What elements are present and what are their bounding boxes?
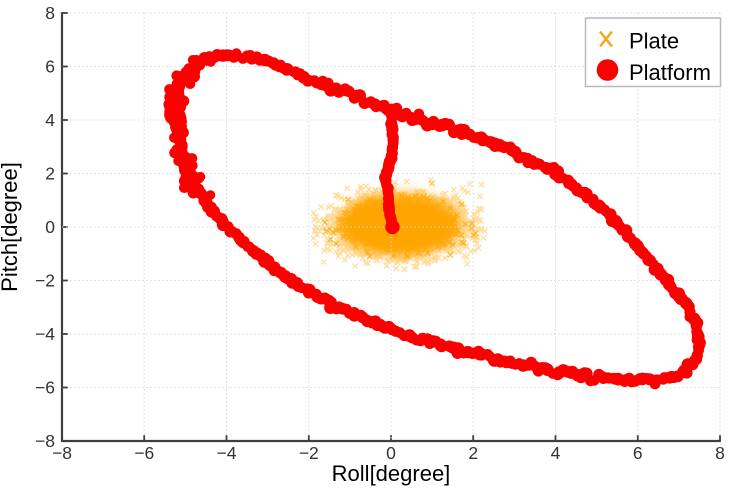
svg-text:−6: −6 [35, 378, 55, 398]
svg-text:2: 2 [468, 443, 478, 463]
svg-text:−4: −4 [217, 443, 237, 463]
svg-text:−8: −8 [35, 431, 55, 451]
svg-text:Roll[degree]: Roll[degree] [332, 461, 451, 486]
svg-text:Pitch[degree]: Pitch[degree] [0, 162, 22, 292]
svg-text:6: 6 [633, 443, 643, 463]
svg-text:−4: −4 [35, 324, 55, 344]
svg-text:Plate: Plate [629, 29, 679, 54]
svg-text:−2: −2 [35, 271, 55, 291]
svg-text:0: 0 [386, 443, 396, 463]
svg-text:6: 6 [45, 57, 55, 77]
svg-text:8: 8 [45, 3, 55, 23]
svg-text:−6: −6 [134, 443, 154, 463]
svg-text:4: 4 [551, 443, 561, 463]
svg-text:0: 0 [45, 217, 55, 237]
svg-text:−8: −8 [52, 443, 72, 463]
svg-text:2: 2 [45, 164, 55, 184]
svg-text:4: 4 [45, 110, 55, 130]
svg-text:8: 8 [715, 443, 725, 463]
svg-text:−2: −2 [299, 443, 319, 463]
svg-text:Platform: Platform [629, 60, 711, 85]
